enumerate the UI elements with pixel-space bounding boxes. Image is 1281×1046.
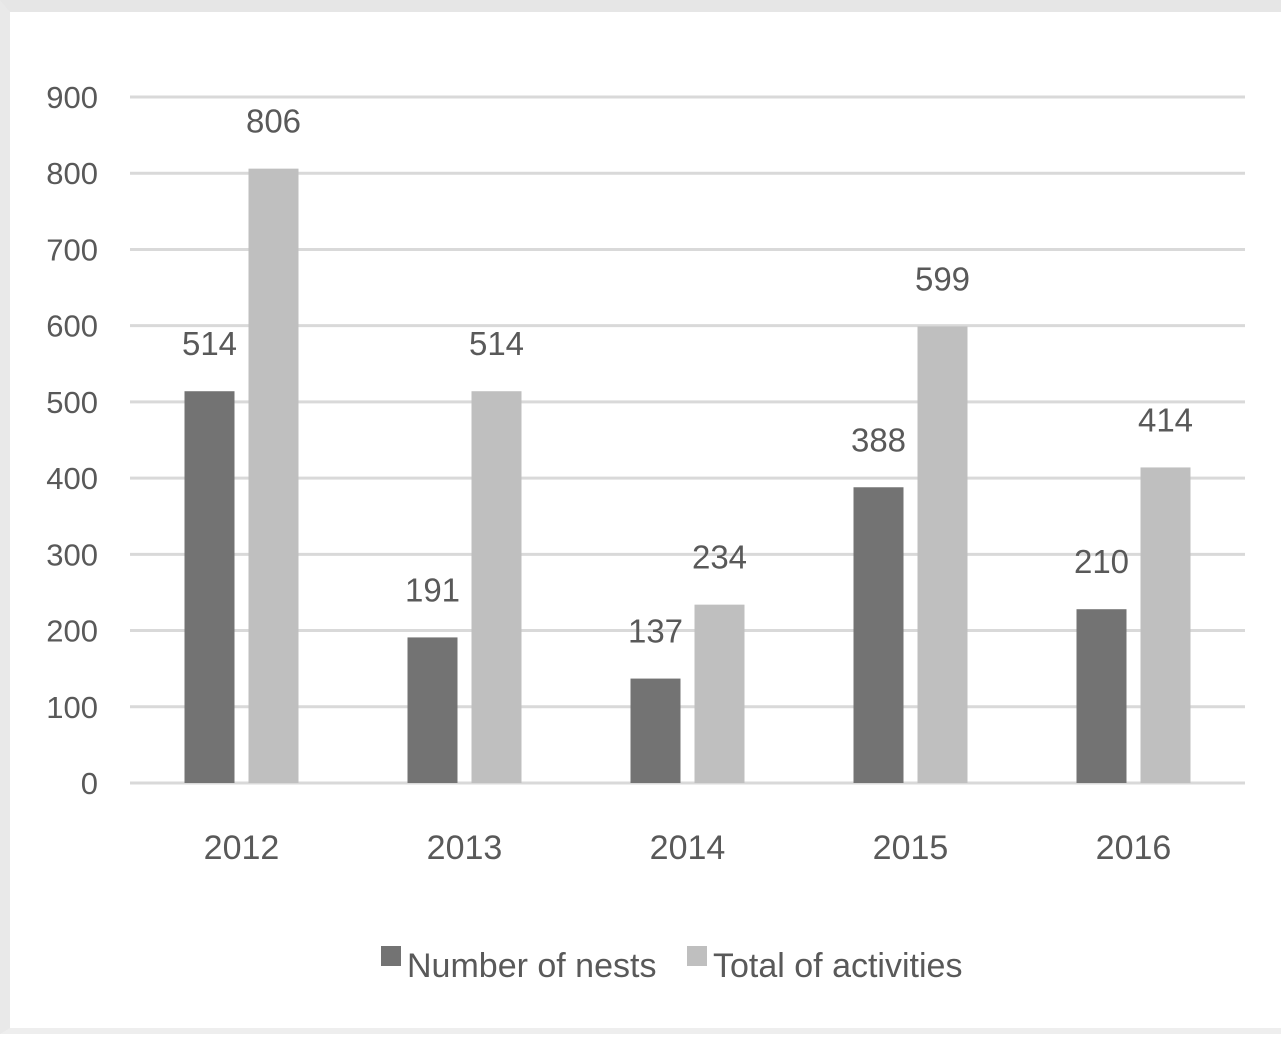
bar-2015-nests xyxy=(853,487,904,783)
y-tick-label: 800 xyxy=(46,156,98,191)
legend-swatch-nests xyxy=(381,946,401,966)
bar-2012-nests xyxy=(184,391,235,783)
legend-label-activities: Total of activities xyxy=(713,947,962,985)
x-tick-label: 2013 xyxy=(427,829,503,867)
y-tick-label: 300 xyxy=(46,537,98,572)
legend: Number of nests Total of activities xyxy=(381,946,962,985)
bar-2013-activities xyxy=(471,391,522,783)
bar-2014-nests xyxy=(630,678,681,783)
data-label: 414 xyxy=(1138,401,1193,438)
x-axis-ticks: 2012 2013 2014 2015 2016 xyxy=(204,829,1172,867)
data-label: 599 xyxy=(915,260,970,297)
bar-2015-activities xyxy=(917,326,968,783)
data-label: 137 xyxy=(628,613,683,650)
y-tick-label: 100 xyxy=(46,690,98,725)
bar-2014-activities xyxy=(694,604,745,783)
legend-swatch-activities xyxy=(687,946,707,966)
data-label: 514 xyxy=(469,325,524,362)
bar-2016-nests xyxy=(1076,609,1127,783)
data-label: 210 xyxy=(1074,543,1129,580)
y-tick-label: 400 xyxy=(46,461,98,496)
y-tick-label: 900 xyxy=(46,80,98,115)
data-label: 514 xyxy=(182,325,237,362)
y-tick-label: 500 xyxy=(46,385,98,420)
data-label: 191 xyxy=(405,571,460,608)
bar-2013-nests xyxy=(407,637,458,783)
y-axis-ticks: 0 100 200 300 400 500 600 700 800 900 xyxy=(46,80,98,801)
data-label: 806 xyxy=(246,103,301,140)
gridlines xyxy=(130,95,1245,785)
y-tick-label: 600 xyxy=(46,309,98,344)
x-tick-label: 2016 xyxy=(1096,829,1172,867)
y-tick-label: 700 xyxy=(46,232,98,267)
x-tick-label: 2012 xyxy=(204,829,280,867)
bar-2012-activities xyxy=(248,168,299,783)
x-tick-label: 2014 xyxy=(650,829,726,867)
y-tick-label: 0 xyxy=(81,766,98,801)
data-label: 234 xyxy=(692,539,747,576)
y-tick-label: 200 xyxy=(46,614,98,649)
bars xyxy=(184,168,1191,783)
legend-label-nests: Number of nests xyxy=(407,947,656,985)
bar-2016-activities xyxy=(1140,467,1191,783)
data-label: 388 xyxy=(851,421,906,458)
x-tick-label: 2015 xyxy=(873,829,949,867)
